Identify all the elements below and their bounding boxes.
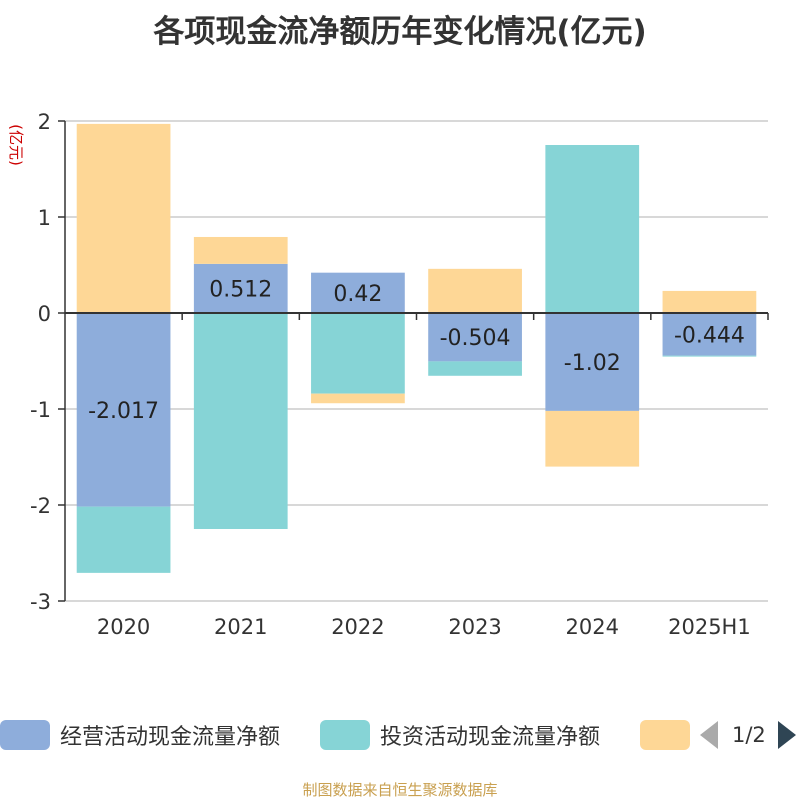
bar-financing-2024 (545, 410, 640, 467)
data-label-2024: -1.02 (564, 351, 621, 376)
x-tick-label: 2025H1 (668, 615, 751, 639)
y-axis-unit-label: (亿元) (7, 124, 25, 166)
bar-investing-2024 (545, 145, 640, 313)
bar-investing-2022 (311, 313, 405, 394)
x-tick-label: 2023 (448, 615, 501, 639)
y-tick-label: -3 (30, 590, 51, 614)
legend-pager: 1/2 (700, 718, 796, 752)
axis-layer: 2 1 0 -1 -2 -3 (亿元) 2020 2021 2022 2023 2024 2025H1 (7, 110, 769, 639)
legend-item-operating[interactable]: 经营活动现金流量净额 (0, 718, 280, 752)
x-tick-label: 2020 (97, 615, 150, 639)
y-tick-label: -1 (30, 398, 51, 422)
source-note: 制图数据来自恒生聚源数据库 (302, 781, 498, 799)
chart-title: 各项现金流净额历年变化情况(亿元) (153, 14, 647, 50)
data-label-2020: -2.017 (88, 399, 159, 424)
data-label-2023: -0.504 (440, 326, 511, 351)
legend-swatch-financing (640, 720, 690, 750)
bar-financing-2025H1 (662, 290, 757, 313)
data-label-2021: 0.512 (209, 277, 272, 302)
legend-swatch-operating (0, 720, 50, 750)
legend-swatch-investing (320, 720, 370, 750)
legend-item-financing[interactable] (640, 718, 690, 752)
bar-operating-2023 (428, 313, 522, 362)
x-tick-label: 2024 (566, 615, 619, 639)
legend-label-operating: 经营活动现金流量净额 (60, 725, 281, 750)
x-tick-label: 2022 (331, 615, 384, 639)
bar-financing-2020 (76, 123, 171, 313)
bar-operating-2021 (193, 263, 288, 313)
data-label-layer: -2.017 0.512 0.42 -0.504 -1.02 -0.444 (88, 277, 745, 423)
bar-investing-2023 (428, 361, 522, 376)
y-tick-label: 0 (38, 302, 51, 326)
grid-layer (65, 120, 768, 602)
legend-label-investing: 投资活动现金流量净额 (380, 725, 601, 750)
y-tick-label: 1 (38, 206, 51, 230)
bar-operating-2020 (76, 313, 171, 507)
legend-prev-arrow-icon[interactable] (700, 721, 718, 749)
legend-next-arrow-icon[interactable] (777, 721, 796, 749)
bar-financing-2022 (311, 393, 405, 404)
bar-operating-2022 (311, 272, 405, 313)
bar-investing-2021 (193, 313, 288, 529)
bar-layer (76, 123, 757, 573)
bar-financing-2023 (428, 268, 522, 313)
data-label-2025H1: -0.444 (674, 323, 745, 348)
legend-item-investing[interactable]: 投资活动现金流量净额 (320, 718, 600, 752)
x-tick-label: 2021 (214, 615, 267, 639)
bar-financing-2021 (193, 236, 288, 264)
y-tick-label: 2 (38, 110, 51, 134)
bar-operating-2024 (545, 313, 640, 411)
data-label-2022: 0.42 (333, 282, 382, 307)
y-tick-label: -2 (30, 494, 51, 518)
bar-investing-2025H1 (662, 355, 757, 357)
bar-investing-2020 (76, 506, 171, 573)
legend-page-indicator: 1/2 (732, 723, 766, 747)
bar-operating-2025H1 (662, 313, 757, 356)
